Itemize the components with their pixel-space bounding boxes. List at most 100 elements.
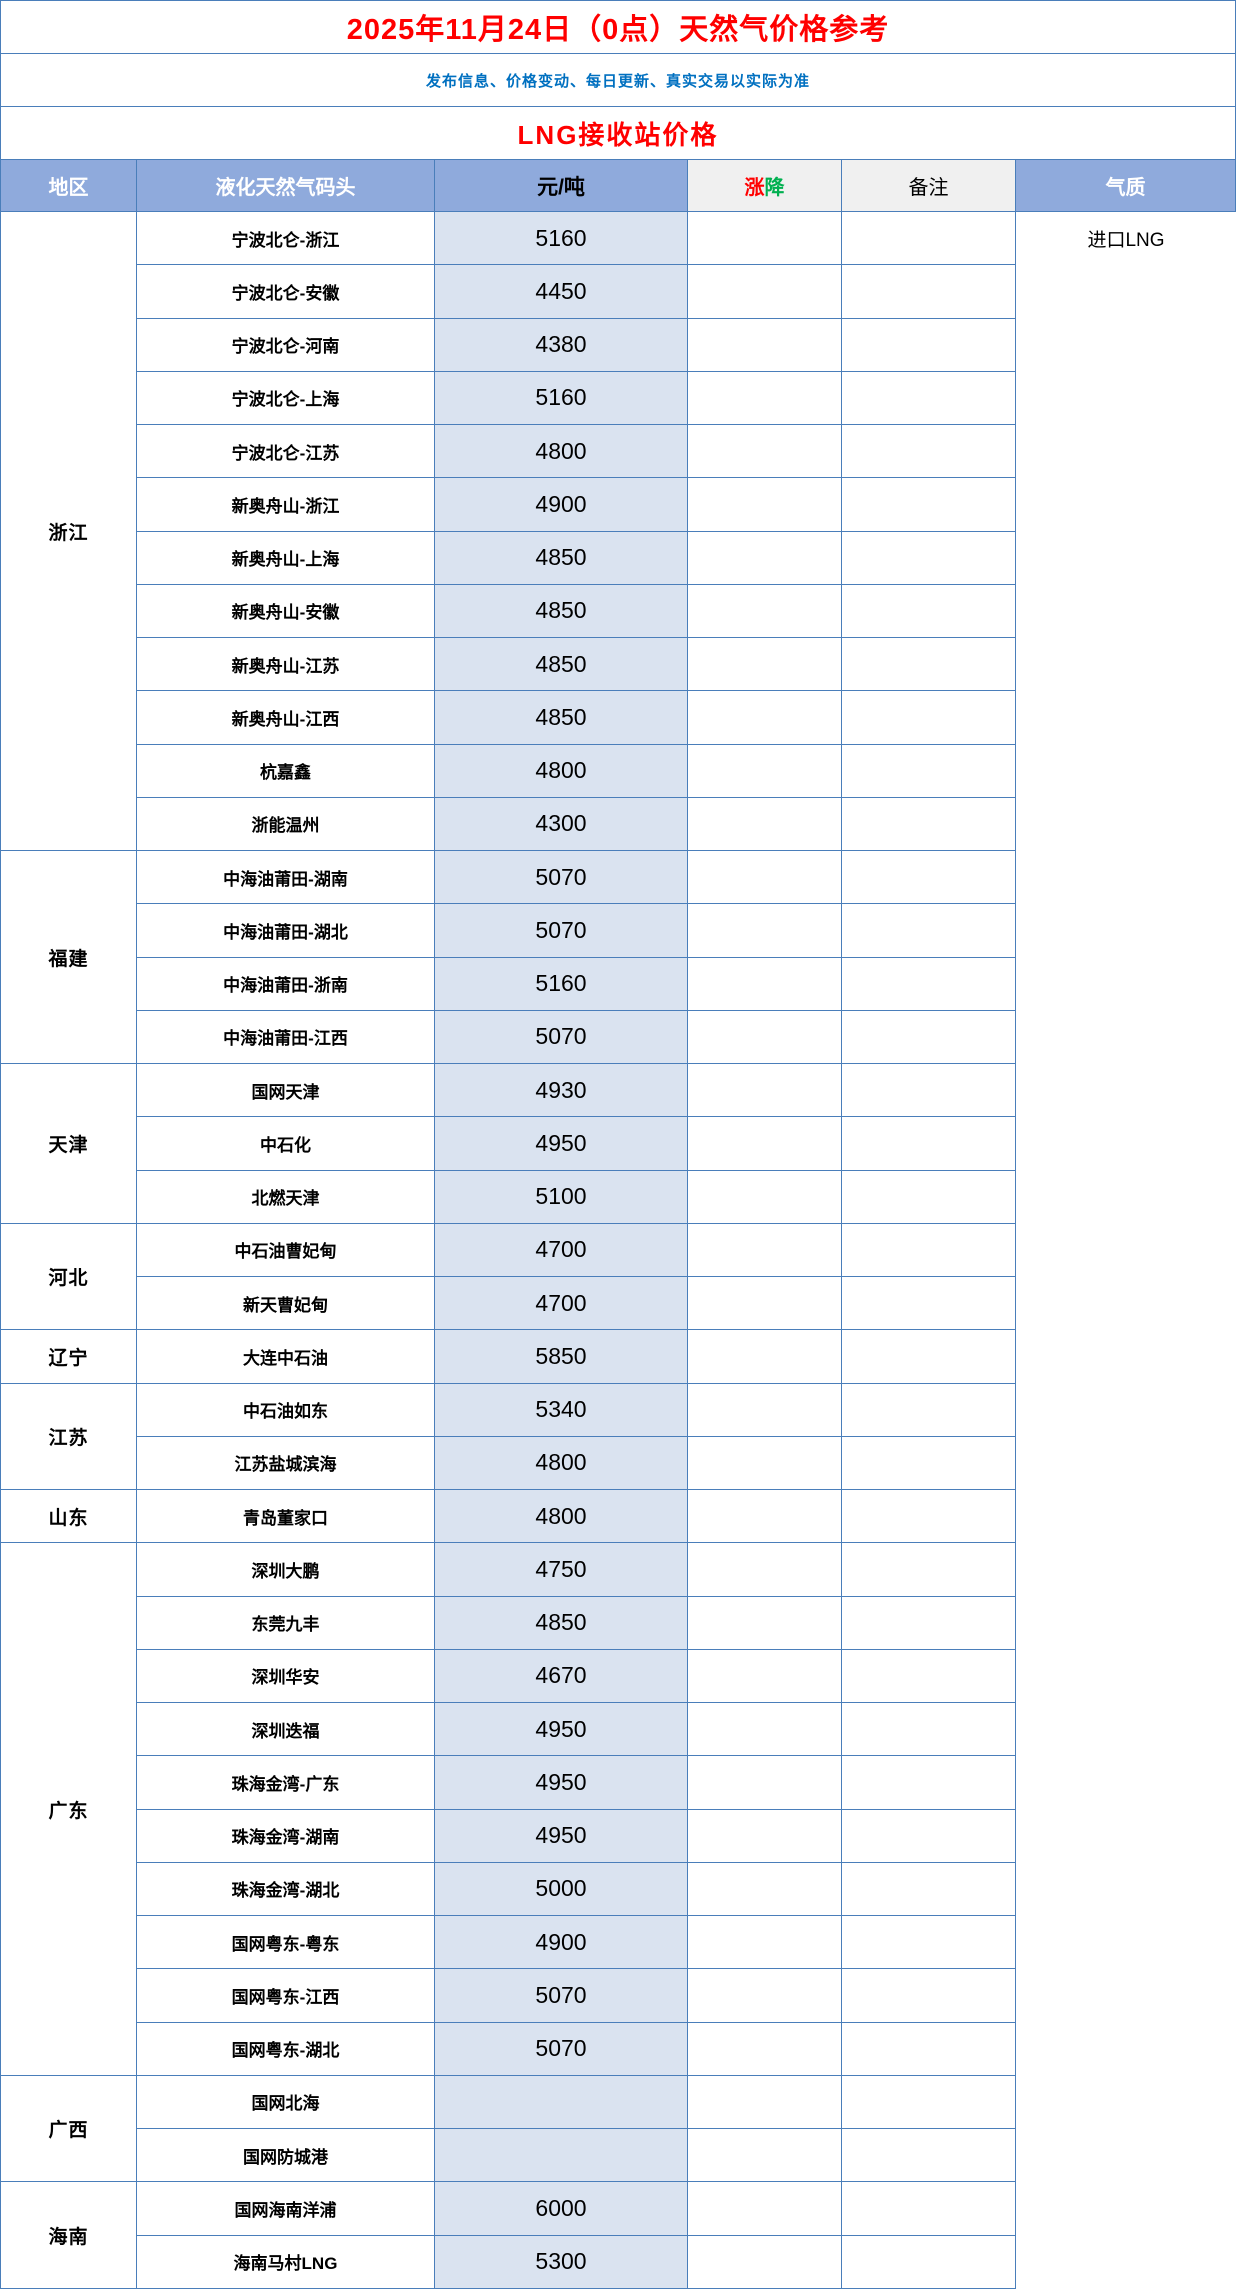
region-cell: 浙江 xyxy=(1,212,137,851)
note-cell xyxy=(842,1170,1016,1224)
region-cell: 天津 xyxy=(1,1064,137,1224)
note-cell xyxy=(842,1223,1016,1277)
terminal-cell: 中海油莆田-浙南 xyxy=(137,957,435,1011)
terminal-cell: 中石油如东 xyxy=(137,1383,435,1437)
header-region: 地区 xyxy=(1,160,137,212)
quality-column: 进口LNG xyxy=(1016,212,1236,2289)
terminal-cell: 宁波北仑-江苏 xyxy=(137,425,435,479)
change-cell xyxy=(688,1277,842,1331)
price-cell: 4850 xyxy=(435,531,688,585)
terminal-cell: 国网北海 xyxy=(137,2075,435,2129)
price-cell: 4300 xyxy=(435,797,688,851)
header-quality: 气质 xyxy=(1016,160,1236,212)
quality-value: 进口LNG xyxy=(1087,230,1165,251)
price-cell: 4700 xyxy=(435,1277,688,1331)
price-table-body: 浙江 宁波北仑-浙江 5160 宁波北仑-安徽 4450 宁波北仑-河南 4380 宁波北仑-… xyxy=(0,212,1236,2289)
change-cell xyxy=(688,638,842,692)
table-header-row: 地区 液化天然气码头 元/吨 涨降 备注 气质 xyxy=(0,159,1236,212)
note-cell xyxy=(842,1543,1016,1597)
terminal-cell: 江苏盐城滨海 xyxy=(137,1436,435,1490)
price-cell xyxy=(435,2075,688,2129)
note-cell xyxy=(842,265,1016,319)
change-cell xyxy=(688,2022,842,2076)
terminal-cell: 新奥舟山-安徽 xyxy=(137,584,435,638)
note-cell xyxy=(842,744,1016,798)
change-cell xyxy=(688,584,842,638)
terminal-cell: 大连中石油 xyxy=(137,1330,435,1384)
price-cell: 5340 xyxy=(435,1383,688,1437)
price-cell: 4800 xyxy=(435,1436,688,1490)
terminal-cell: 青岛董家口 xyxy=(137,1490,435,1544)
change-cell xyxy=(688,1223,842,1277)
price-cell: 5000 xyxy=(435,1862,688,1916)
price-cell: 5100 xyxy=(435,1170,688,1224)
terminal-cell: 深圳华安 xyxy=(137,1649,435,1703)
terminal-cell: 国网粤东-江西 xyxy=(137,1969,435,2023)
terminal-cell: 宁波北仑-安徽 xyxy=(137,265,435,319)
terminal-cell: 深圳迭福 xyxy=(137,1703,435,1757)
note-cell xyxy=(842,1010,1016,1064)
change-cell xyxy=(688,1649,842,1703)
note-cell xyxy=(842,1490,1016,1544)
note-cell xyxy=(842,1916,1016,1970)
price-cell: 4850 xyxy=(435,638,688,692)
price-cell: 5850 xyxy=(435,1330,688,1384)
price-cell: 4850 xyxy=(435,691,688,745)
price-cell: 4950 xyxy=(435,1756,688,1810)
note-cell xyxy=(842,478,1016,532)
note-cell xyxy=(842,1756,1016,1810)
terminal-cell: 中海油莆田-湖北 xyxy=(137,904,435,958)
price-cell: 5160 xyxy=(435,371,688,425)
note-cell xyxy=(842,371,1016,425)
region-cell: 河北 xyxy=(1,1223,137,1331)
note-cell xyxy=(842,851,1016,905)
note-cell xyxy=(842,1969,1016,2023)
page-subtitle: 发布信息、价格变动、每日更新、真实交易以实际为准 xyxy=(0,53,1236,106)
terminal-cell: 新奥舟山-江苏 xyxy=(137,638,435,692)
region-cell: 江苏 xyxy=(1,1383,137,1490)
price-cell: 4950 xyxy=(435,1703,688,1757)
note-cell xyxy=(842,1649,1016,1703)
price-cell: 5160 xyxy=(435,957,688,1011)
note-cell xyxy=(842,1596,1016,1650)
note-cell xyxy=(842,318,1016,372)
region-cell: 辽宁 xyxy=(1,1330,137,1384)
change-cell xyxy=(688,371,842,425)
terminal-cell: 宁波北仑-上海 xyxy=(137,371,435,425)
note-cell xyxy=(842,957,1016,1011)
change-cell xyxy=(688,1490,842,1544)
region-cell: 海南 xyxy=(1,2182,137,2289)
terminal-cell: 新奥舟山-上海 xyxy=(137,531,435,585)
change-cell xyxy=(688,1596,842,1650)
price-cell: 6000 xyxy=(435,2182,688,2236)
terminal-cell: 中海油莆田-江西 xyxy=(137,1010,435,1064)
price-cell: 4950 xyxy=(435,1117,688,1171)
price-cell: 4900 xyxy=(435,1916,688,1970)
price-cell xyxy=(435,2129,688,2183)
change-cell xyxy=(688,1064,842,1118)
price-cell: 4800 xyxy=(435,744,688,798)
change-cell xyxy=(688,2235,842,2289)
change-cell xyxy=(688,1543,842,1597)
note-cell xyxy=(842,1436,1016,1490)
price-cell: 4800 xyxy=(435,425,688,479)
note-cell xyxy=(842,425,1016,479)
price-cell: 4700 xyxy=(435,1223,688,1277)
price-cell: 4850 xyxy=(435,1596,688,1650)
price-cell: 5070 xyxy=(435,904,688,958)
change-cell xyxy=(688,318,842,372)
change-cell xyxy=(688,1117,842,1171)
section-title: LNG接收站价格 xyxy=(0,106,1236,159)
terminal-cell: 国网防城港 xyxy=(137,2129,435,2183)
terminal-cell: 东莞九丰 xyxy=(137,1596,435,1650)
header-change-up: 涨 xyxy=(744,177,765,199)
change-cell xyxy=(688,851,842,905)
change-cell xyxy=(688,1969,842,2023)
price-cell: 5070 xyxy=(435,1969,688,2023)
change-cell xyxy=(688,265,842,319)
page-title: 2025年11月24日（0点）天然气价格参考 xyxy=(0,0,1236,53)
header-change: 涨降 xyxy=(688,160,842,212)
price-cell: 4930 xyxy=(435,1064,688,1118)
terminal-cell: 国网粤东-粤东 xyxy=(137,1916,435,1970)
terminal-cell: 珠海金湾-湖北 xyxy=(137,1862,435,1916)
